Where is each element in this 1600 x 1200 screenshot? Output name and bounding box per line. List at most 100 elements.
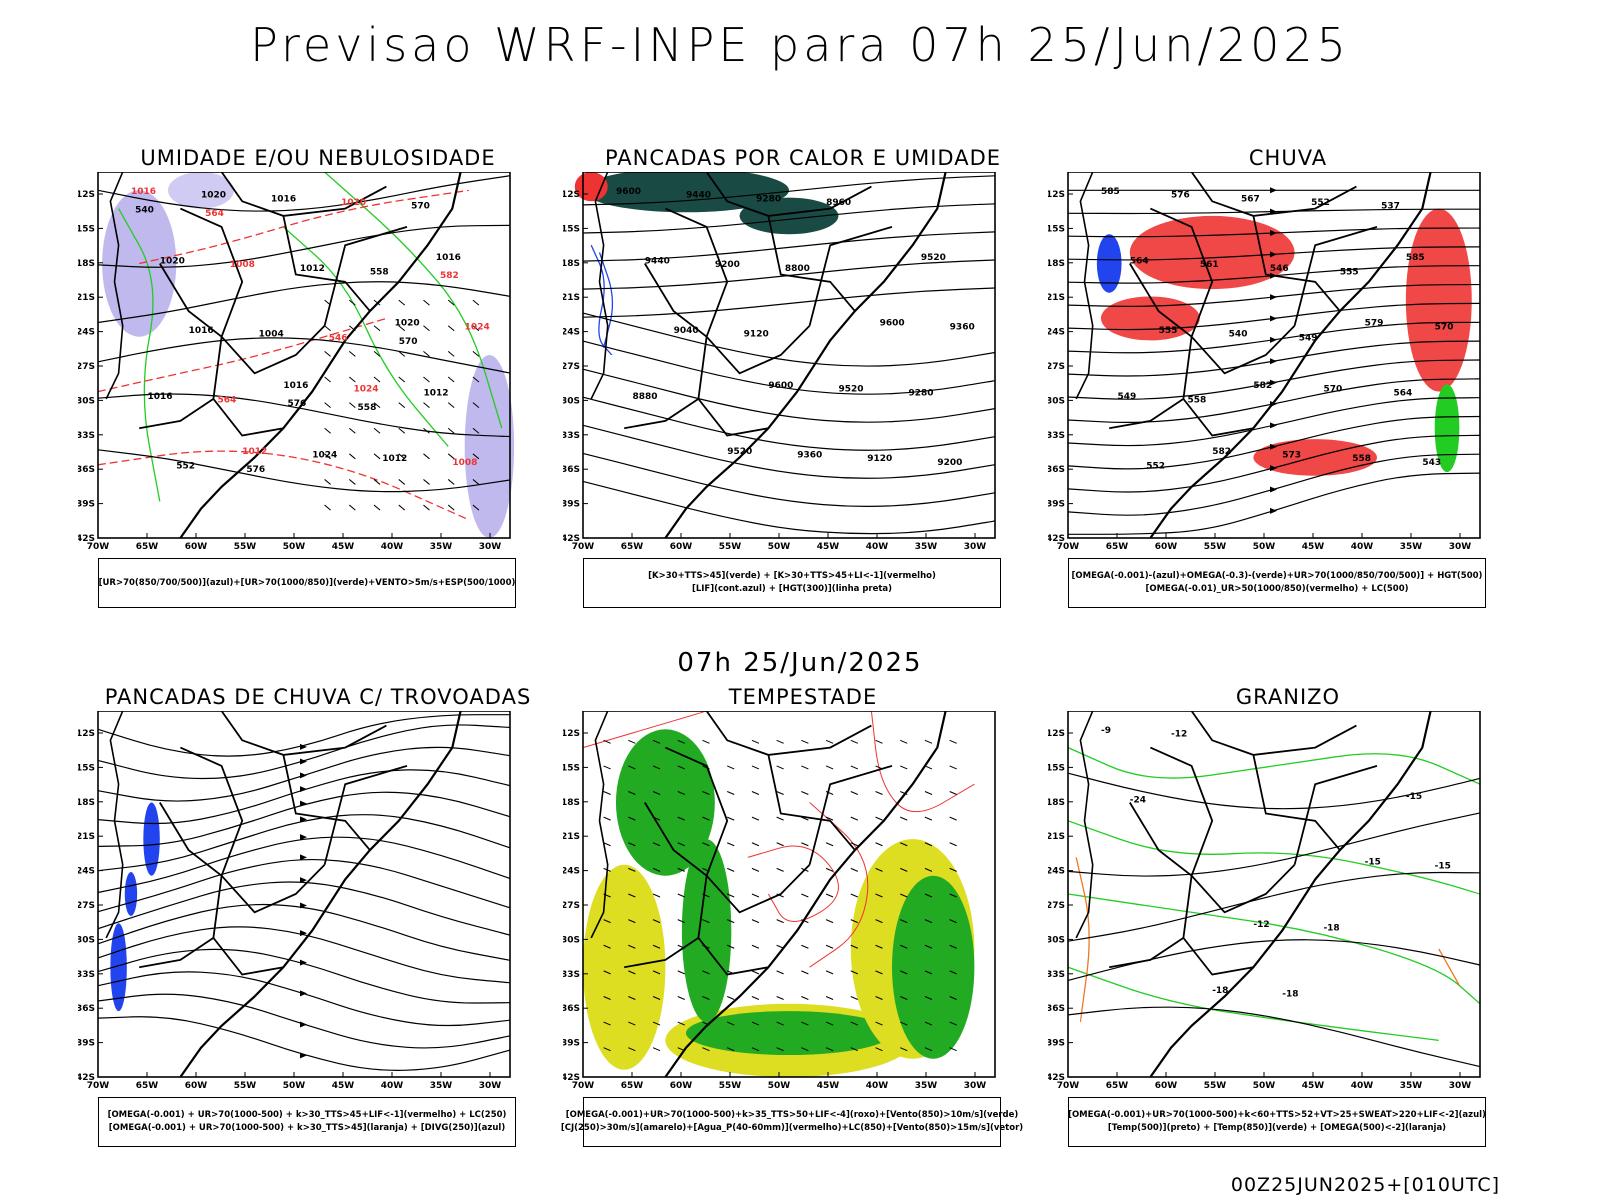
wind-vector — [776, 842, 784, 847]
shading-region — [681, 839, 732, 1023]
wind-vector — [751, 1021, 760, 1026]
isoline — [582, 340, 996, 395]
wind-vector — [677, 970, 685, 975]
panel-chuva: CHUVA 585 582 585 582 579 576 570 564 573 570 567 5… — [1048, 146, 1528, 626]
wind-vector — [900, 970, 908, 975]
streamline-arrow — [300, 1021, 307, 1028]
lat-tick-label: 24S — [563, 867, 580, 877]
panel-legend: [OMEGA(-0.001)+UR>70(1000-500)+k>35_TTS>… — [561, 1097, 1023, 1147]
wind-vector — [875, 970, 883, 975]
contour-label: 585 — [1406, 253, 1425, 263]
map-granizo: -9 -12 -15 -18 -15 -12 -18 -24 -18 -15 12S 15S 18S 21… — [1048, 711, 1481, 1091]
lon-tick-label: 45W — [1302, 542, 1325, 552]
wind-vector — [628, 944, 636, 949]
isoline — [582, 231, 996, 262]
wind-vector — [825, 816, 834, 821]
wind-vector — [628, 919, 636, 924]
map-frame — [97, 172, 511, 539]
lon-tick-label: 70W — [1057, 1081, 1080, 1091]
lat-tick-label: 36S — [78, 465, 95, 475]
isoline — [582, 287, 996, 318]
lon-tick-label: 55W — [1204, 1081, 1227, 1091]
contour-line — [1067, 966, 1440, 1042]
lat-tick-label: 27S — [563, 362, 580, 372]
shading-region — [143, 802, 160, 876]
lat-tick-label: 21S — [78, 293, 95, 303]
state-border — [159, 263, 223, 338]
wind-vector — [628, 1047, 636, 1052]
lon-tick-label: 60W — [670, 542, 693, 552]
isoline — [1067, 939, 1481, 981]
contour-label: 582 — [440, 271, 459, 281]
wind-vector — [603, 739, 611, 744]
lon-tick-label: 45W — [1302, 1081, 1325, 1091]
lon-tick-label: 55W — [234, 542, 257, 552]
lon-tick-label: 55W — [234, 1081, 257, 1091]
wind-vector — [373, 325, 381, 332]
wind-vector — [677, 765, 685, 770]
panel-legend: [UR>70(850/700/500)](azul)+[UR>70(1000/8… — [98, 558, 516, 608]
contour-line — [870, 711, 975, 813]
wind-vector — [727, 791, 735, 795]
wind-vector — [398, 427, 406, 434]
wind-vector — [949, 944, 957, 949]
map-frame — [1067, 172, 1481, 539]
wind-vector — [850, 791, 858, 795]
contour-label: 1024 — [465, 322, 490, 332]
isoline — [582, 203, 996, 234]
wind-vector — [850, 919, 858, 924]
wind-vector — [751, 919, 760, 924]
streamline-arrow — [1270, 315, 1277, 322]
wind-vector — [776, 970, 784, 975]
state-border — [212, 336, 284, 437]
lat-tick-label: 30S — [1048, 396, 1065, 406]
shading-region — [1100, 296, 1200, 341]
wind-vector — [603, 1047, 611, 1052]
contour-label: 9200 — [715, 260, 740, 270]
lon-tick-label: 60W — [1155, 1081, 1178, 1091]
panel-legend: [OMEGA(-0.001) + UR>70(1000-500) + k>30_… — [98, 1097, 516, 1147]
contour-line — [1067, 747, 1481, 785]
contour-line — [282, 226, 449, 447]
wind-vector — [348, 453, 356, 460]
wind-vector — [472, 325, 480, 332]
contour-line — [590, 244, 613, 356]
wind-vector — [900, 893, 908, 898]
legend-line: [UR>70(850/700/500)](azul)+[UR>70(1000/8… — [98, 577, 516, 588]
contour-label: 570 — [1435, 322, 1454, 332]
wind-vector — [924, 816, 933, 821]
wind-vector — [727, 867, 735, 872]
contour-label: -15 — [1406, 792, 1422, 802]
lat-tick-label: 18S — [78, 259, 95, 269]
contour-label: 1008 — [230, 260, 255, 270]
lon-tick-label: 35W — [1400, 1081, 1423, 1091]
wind-vector — [900, 919, 908, 924]
panel-umidade: UMIDADE E/OU NEBULOSIDADE 1016 1016 1016 10… — [78, 146, 558, 626]
state-border — [282, 215, 371, 312]
isoline — [97, 393, 511, 438]
wind-vector — [727, 919, 735, 924]
contour-line — [97, 450, 470, 521]
shading-region — [583, 172, 789, 213]
streamline-arrow — [300, 743, 307, 750]
isoline — [97, 714, 511, 757]
contour-label: 9600 — [616, 187, 641, 197]
wind-vector — [472, 453, 480, 460]
lon-tick-label: 40W — [866, 542, 889, 552]
lon-tick-label: 65W — [136, 1081, 159, 1091]
lon-tick-label: 35W — [430, 1081, 453, 1091]
wind-vector — [776, 765, 784, 770]
wind-vector — [875, 1021, 883, 1026]
wind-vector — [447, 376, 455, 383]
wind-vector — [900, 996, 908, 1000]
lon-tick-label: 55W — [719, 542, 742, 552]
state-border — [180, 207, 326, 375]
state-border — [1182, 875, 1254, 976]
wind-vector — [924, 842, 933, 847]
coastline-west — [1075, 172, 1094, 400]
legend-line: [OMEGA(-0.001)-(azul)+OMEGA(-0.3)-(verde… — [1071, 571, 1483, 581]
wind-vector — [677, 739, 685, 744]
shading-region — [1434, 384, 1460, 473]
panel-legend: [K>30+TTS>45](verde) + [K>30+TTS>45+LI<-… — [583, 558, 1001, 608]
isoline — [97, 858, 511, 913]
